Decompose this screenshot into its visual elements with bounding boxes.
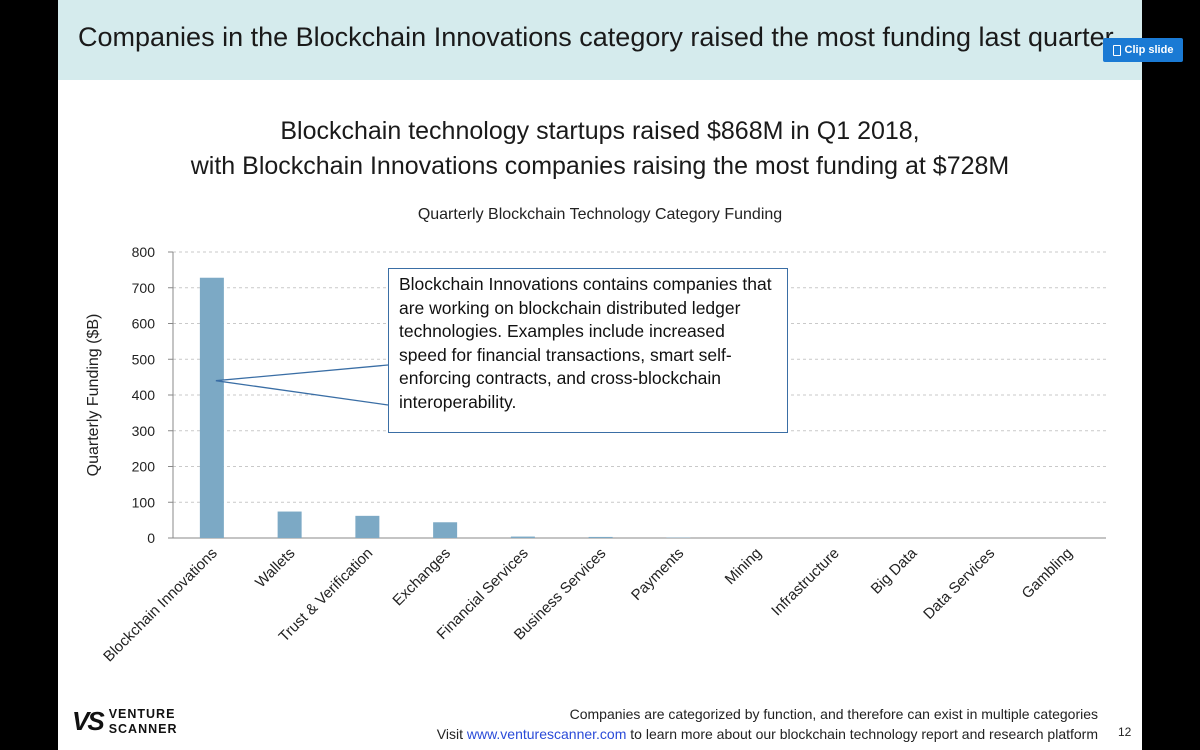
bar [199,277,224,538]
bar [433,522,458,538]
clip-slide-label: Clip slide [1124,44,1174,56]
x-tick-label: Infrastructure [768,545,843,620]
logo-line-2: SCANNER [108,721,178,736]
y-tick-label: 200 [132,459,156,475]
slide: Companies in the Blockchain Innovations … [58,0,1142,750]
page-number: 12 [1118,725,1132,739]
logo-text: VENTURE SCANNER [109,707,178,737]
logo-line-1: VENTURE [108,706,176,721]
bar [510,536,535,538]
footer-visit-line: Visit www.venturescanner.com to learn mo… [437,726,1098,742]
bar [277,511,302,538]
x-tick-label: Exchanges [389,545,454,610]
footer-visit-rest: to learn more about our blockchain techn… [630,726,1098,742]
subtitle-line-2: with Blockchain Innovations companies ra… [190,152,1010,180]
x-tick-label: Big Data [868,544,921,597]
x-tick-label: Blockchain Innovations [100,545,221,666]
bar [588,536,613,538]
y-tick-label: 300 [132,423,156,439]
clip-icon [1112,44,1121,56]
logo-mark: VS [72,706,105,736]
subtitle-line-1: Blockchain technology startups raised $8… [280,117,920,145]
y-tick-label: 600 [132,316,156,332]
y-tick-label: 400 [132,387,156,403]
venture-scanner-logo: VS VENTURE SCANNER [72,706,178,737]
callout-box: Blockchain Innovations contains companie… [388,268,788,433]
chart-title: Quarterly Blockchain Technology Category… [417,206,783,223]
x-tick-label: Payments [628,545,687,604]
x-tick-label: Wallets [252,545,298,591]
y-tick-label: 500 [132,351,156,367]
x-tick-label: Mining [722,545,765,588]
bar [355,515,380,538]
footer-note: Companies are categorized by function, a… [569,706,1098,722]
x-tick-label: Data Services [920,545,998,623]
y-tick-label: 0 [147,530,155,546]
x-tick-label: Gambling [1019,545,1076,602]
clip-slide-button[interactable]: Clip slide [1103,38,1183,62]
y-tick-label: 700 [132,280,156,296]
y-tick-label: 100 [132,494,156,510]
slide-title: Companies in the Blockchain Innovations … [78,22,1114,52]
callout-pointer [215,364,389,406]
y-axis-label: Quarterly Funding ($B) [85,314,102,477]
bar-chart: 0 100 200 300 400 500 600 700 800 Quarterly Fundi… [85,244,1106,666]
footer-visit: Visit [436,726,463,742]
y-tick-label: 800 [132,244,156,260]
venturescanner-link[interactable]: www.venturescanner.com [466,726,627,742]
title-bar: Companies in the Blockchain Innovations … [58,0,1142,80]
